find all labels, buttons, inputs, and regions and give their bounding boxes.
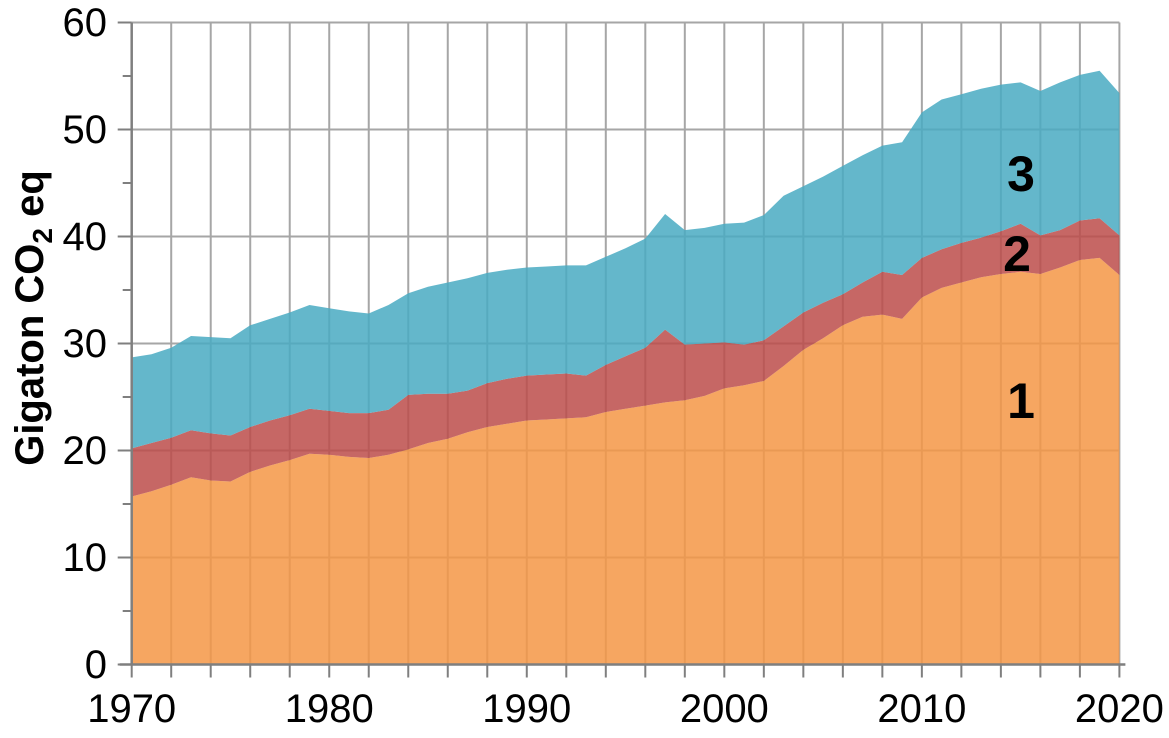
x-tick-label: 1980 bbox=[284, 687, 374, 731]
area-series-2 bbox=[131, 218, 1120, 497]
area-label-series-1: 1 bbox=[1007, 373, 1035, 429]
x-tick-label: 2000 bbox=[679, 687, 769, 731]
area-series-1 bbox=[131, 257, 1120, 665]
y-tick-label: 50 bbox=[62, 107, 108, 152]
area-series-3 bbox=[131, 70, 1120, 449]
x-tick-label: 1990 bbox=[482, 687, 572, 731]
y-tick-label: 40 bbox=[62, 214, 108, 259]
x-tick-label: 2020 bbox=[1074, 687, 1164, 731]
area-label-series-2: 2 bbox=[1003, 226, 1031, 282]
y-axis-title: Gigaton CO2 eq bbox=[8, 170, 58, 466]
y-tick-label: 0 bbox=[84, 642, 107, 687]
y-tick-label: 30 bbox=[62, 321, 108, 366]
x-tick-label: 1970 bbox=[87, 687, 177, 731]
y-tick-label: 20 bbox=[62, 428, 108, 473]
area-label-series-3: 3 bbox=[1007, 146, 1035, 202]
x-tick-label: 2010 bbox=[877, 687, 967, 731]
y-tick-label: 60 bbox=[62, 0, 108, 45]
y-tick-label: 10 bbox=[62, 535, 108, 580]
